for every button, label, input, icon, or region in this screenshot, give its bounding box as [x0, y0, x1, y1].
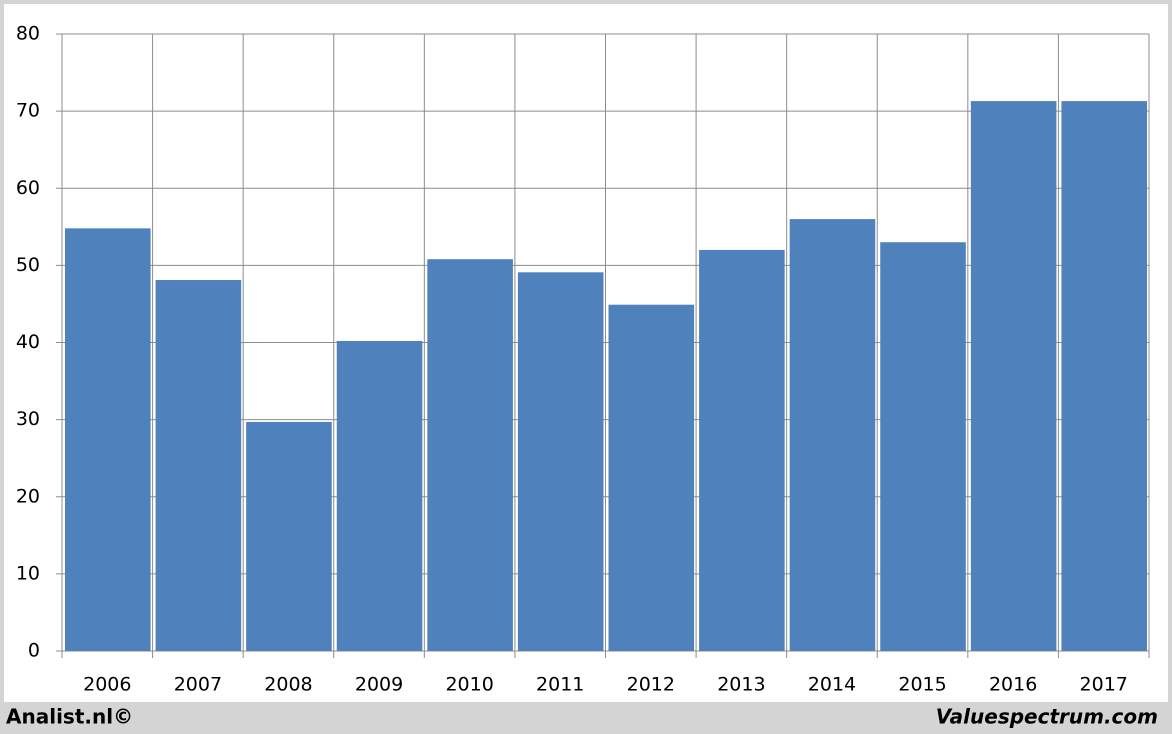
x-tick-label: 2006	[83, 674, 131, 696]
bar	[1061, 101, 1147, 651]
y-tick-label: 80	[16, 23, 40, 45]
y-tick-label: 40	[16, 331, 40, 353]
y-tick-label: 60	[16, 177, 40, 199]
x-tick-label: 2010	[445, 674, 493, 696]
bar	[970, 101, 1057, 651]
y-tick-label: 20	[16, 485, 40, 507]
x-tick-label: 2008	[264, 674, 312, 696]
bar	[155, 280, 242, 651]
x-tick-label: 2016	[989, 674, 1037, 696]
bar	[427, 259, 513, 651]
bar	[517, 272, 604, 651]
x-tick-label: 2009	[355, 674, 403, 696]
x-tick-label: 2013	[717, 674, 765, 696]
bar	[880, 242, 966, 652]
bar	[336, 340, 423, 651]
bar	[65, 228, 151, 652]
x-tick-label: 2012	[627, 674, 675, 696]
credit-left: Analist.nl©	[6, 705, 133, 729]
bar	[246, 421, 332, 651]
x-tick-label: 2015	[898, 674, 946, 696]
x-tick-label: 2017	[1080, 674, 1128, 696]
x-tick-label: 2007	[174, 674, 222, 696]
y-tick-label: 0	[28, 640, 40, 662]
bar	[789, 219, 876, 651]
x-tick-label: 2011	[536, 674, 584, 696]
y-tick-label: 10	[16, 562, 40, 584]
bar	[608, 304, 695, 651]
y-tick-label: 50	[16, 254, 40, 276]
x-tick-label: 2014	[808, 674, 856, 696]
bar	[699, 249, 785, 651]
y-tick-label: 70	[16, 100, 40, 122]
credit-right: Valuespectrum.com	[936, 705, 1158, 729]
y-tick-label: 30	[16, 408, 40, 430]
